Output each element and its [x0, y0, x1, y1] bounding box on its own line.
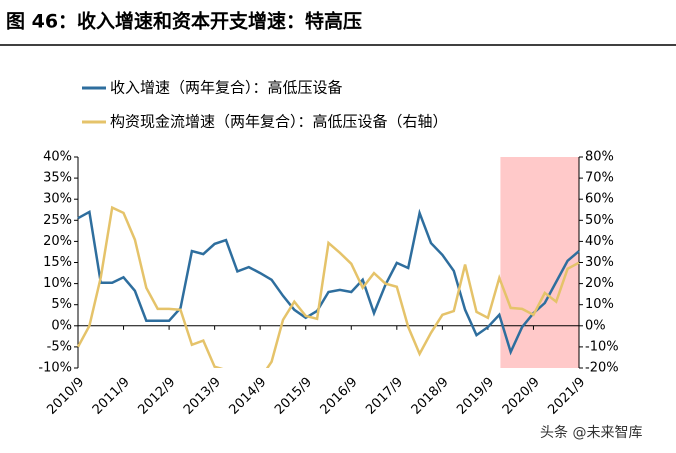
x-tick-label: 2019/9: [454, 375, 497, 418]
x-tick-label: 2015/9: [272, 375, 315, 418]
y2-tick-label: 30%: [585, 255, 614, 270]
plot-area: [76, 205, 580, 368]
series-line: [76, 205, 580, 368]
y2-tick-label: 50%: [585, 213, 614, 228]
x-tick-label: 2020/9: [500, 375, 543, 418]
y-tick-label: 20%: [43, 234, 72, 249]
y-tick-label: 30%: [43, 192, 72, 207]
series-line: [77, 208, 580, 356]
y-tick-label: 25%: [43, 213, 72, 228]
x-tick-label: 2018/9: [409, 375, 452, 418]
y-tick-label: 10%: [43, 276, 72, 291]
x-tick-label: 2010/9: [44, 375, 87, 418]
y-tick-label: 35%: [43, 171, 72, 186]
legend-label: 收入增速（两年复合）：高低压设备: [110, 79, 343, 97]
y-tick-label: -10%: [38, 361, 72, 376]
y2-tick-label: -10%: [585, 339, 619, 354]
y2-tick-label: 80%: [585, 150, 614, 165]
legend-label: 构资现金流增速（两年复合）：高低压设备（右轴）: [110, 113, 448, 131]
y2-tick-label: 0%: [585, 318, 606, 333]
y2-tick-label: -20%: [585, 361, 619, 376]
y2-tick-label: 70%: [585, 171, 614, 186]
x-tick-label: 2016/9: [318, 375, 361, 418]
y2-tick-label: 20%: [585, 276, 614, 291]
x-tick-label: 2011/9: [90, 375, 133, 418]
x-tick-label: 2021/9: [545, 375, 588, 418]
y-tick-label: 15%: [43, 255, 72, 270]
y2-tick-label: 10%: [585, 297, 614, 312]
x-tick-label: 2014/9: [227, 375, 270, 418]
y-tick-label: -5%: [47, 339, 72, 354]
x-tick-label: 2013/9: [181, 375, 224, 418]
y-tick-label: 40%: [43, 150, 72, 165]
x-tick-label: 2017/9: [363, 375, 406, 418]
watermark: 头条 @未来智库: [540, 424, 642, 441]
chart-title: 图 46：收入增速和资本开支增速：特高压: [6, 10, 362, 33]
y-tick-label: 5%: [51, 297, 72, 312]
x-tick-label: 2012/9: [135, 375, 178, 418]
y2-tick-label: 60%: [585, 192, 614, 207]
y-tick-label: 0%: [51, 318, 72, 333]
y2-tick-label: 40%: [585, 234, 614, 249]
